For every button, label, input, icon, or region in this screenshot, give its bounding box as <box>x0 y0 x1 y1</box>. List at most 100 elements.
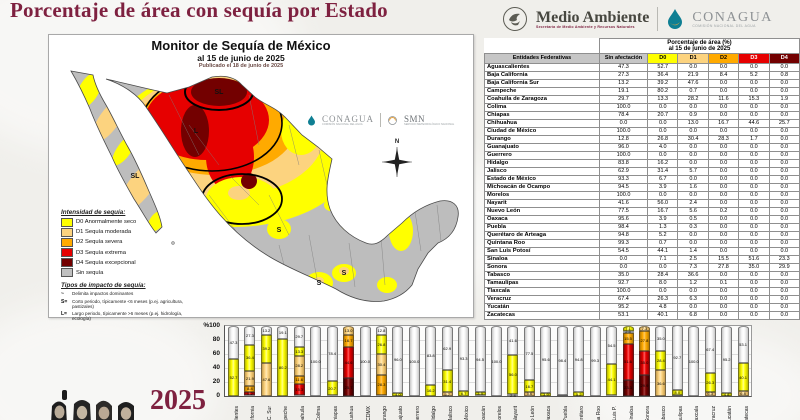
x-category-text: Tabasco <box>661 406 668 420</box>
table-cell: 5.6 <box>677 207 709 216</box>
bar-segment-sin <box>589 326 601 396</box>
x-category-label: Morelos <box>490 397 503 420</box>
table-cell: 0.0 <box>707 239 740 248</box>
table-cell: Tamaulipas <box>484 279 600 288</box>
bar-value-label: 93.3 <box>459 356 468 362</box>
table-cell: 0.0 <box>768 223 800 232</box>
bar-value-label: 3.9 <box>477 391 483 396</box>
table-cell: 29.9 <box>768 263 800 272</box>
x-category-text: Sinaloa <box>628 406 635 420</box>
table-cell: 26.8 <box>647 135 679 144</box>
table-cell: 0.0 <box>738 175 770 184</box>
table-cell: 0.0 <box>738 167 770 176</box>
table-cell: 0.0 <box>707 223 740 232</box>
table-cell: 0.0 <box>768 87 800 96</box>
table-row: Tabasco 35.0 28.4 36.6 0.0 0.0 0.0 <box>484 271 800 280</box>
table-cell: 15.3 <box>738 95 770 104</box>
table-row: Tamaulipas 92.7 8.0 1.2 0.1 0.0 0.0 <box>484 279 800 288</box>
table-cell: 3.9 <box>647 215 679 224</box>
bar-segment-sin <box>606 326 618 365</box>
bar-segment-d0 <box>277 339 289 396</box>
face-silhouette <box>96 400 112 420</box>
x-category-label: Hidalgo <box>424 397 437 420</box>
page-title: Porcentaje de área con sequía por Estado <box>10 0 388 22</box>
table-cell: Baja California <box>484 71 600 80</box>
legend-swatch <box>61 228 73 237</box>
medio-ambiente-logo: Medio Ambiente Secretaría de Medio Ambie… <box>536 9 649 29</box>
legend-item: D4 Sequía excepcional <box>61 258 185 267</box>
table-cell: 2.5 <box>677 255 709 264</box>
table-cell: Sonora <box>484 263 600 272</box>
table-cell: 8.4 <box>707 71 740 80</box>
table-cell: 0.0 <box>768 247 800 256</box>
table-cell: 30.4 <box>677 135 709 144</box>
bar-value-label: 53.1 <box>739 342 747 348</box>
table-cell: Chihuahua <box>484 119 600 128</box>
table-cell: 0.0 <box>768 239 800 248</box>
bar-segment-d1 <box>375 353 387 375</box>
table-cell: 0.0 <box>738 111 770 120</box>
table-cell: 56.0 <box>647 199 679 208</box>
bar-value-label: 28.4 <box>656 357 665 363</box>
bar-value-label: 78.4 <box>328 350 337 356</box>
bar-value-label: 56.0 <box>509 372 517 378</box>
bar-value-label: 27.3 <box>246 333 254 339</box>
table-cell: 36.6 <box>677 271 709 280</box>
bar-value-label: 5.6 <box>526 391 533 397</box>
table-cell: 0.0 <box>677 151 709 160</box>
table-cell: 0.0 <box>677 143 709 152</box>
table-cell: 0.0 <box>598 119 649 128</box>
x-category-text: Colima <box>316 406 323 420</box>
bar-value-label: 16.2 <box>426 387 435 393</box>
table-cell: 16.7 <box>707 119 740 128</box>
table-cell: 23.3 <box>768 255 800 264</box>
table-cell: 35.0 <box>738 263 770 272</box>
x-category-label: Oaxaca <box>539 397 552 420</box>
column-header: Sin afectación <box>598 53 649 64</box>
table-cell: 0.0 <box>768 167 800 176</box>
table-merged-header: Porcentaje de área (%) al 15 de junio de… <box>598 38 800 54</box>
table-cell: 0.0 <box>738 127 770 136</box>
table-row: Coahuila de Zaragoza 29.7 13.3 28.2 11.6 15.3… <box>484 95 800 104</box>
bar-value-label: 25.7 <box>344 384 353 390</box>
table-cell: 0.0 <box>707 191 740 200</box>
stacked-bar: 23.3 51.6 15.5 2.5 7.1 <box>622 326 634 396</box>
bar-segment-sin <box>260 326 272 336</box>
x-category-label: Tabasco <box>654 397 667 420</box>
bar-value-label: 100.0 <box>491 358 502 364</box>
drought-bar-chart: %100 80 60 40 20 0 52.7 47.3 5.2 8.4 21.9 36.4 27.3… <box>196 319 756 420</box>
table-cell: 41.6 <box>598 199 649 208</box>
x-category-text: Chihuahua <box>349 406 356 420</box>
table-cell: 0.0 <box>707 159 740 168</box>
table-cell: 0.0 <box>677 127 709 136</box>
table-cell: Tlaxcala <box>484 287 600 296</box>
table-cell: 15.5 <box>707 255 740 264</box>
bar-value-label: 8.0 <box>674 389 681 395</box>
gridline <box>225 382 751 383</box>
table-cell: 44.6 <box>738 119 770 128</box>
x-category-text: Hidalgo <box>431 406 438 420</box>
table-cell: 0.0 <box>707 103 740 112</box>
table-cell: 1.3 <box>647 223 679 232</box>
bar-segment-d1 <box>638 326 650 332</box>
table-cell: 95.2 <box>598 303 649 312</box>
x-category-text: Tamaulipas <box>677 406 684 420</box>
table-cell: 0.0 <box>647 263 679 272</box>
x-category-label: Nuevo León <box>523 397 536 420</box>
bar-value-label: 80.2 <box>278 364 287 370</box>
table-row: Campeche 19.1 80.2 0.7 0.0 0.0 0.0 <box>484 87 800 96</box>
x-category-text: Michoacán <box>480 406 487 420</box>
table-cell: 8.0 <box>647 279 679 288</box>
impact-text: Delimita impactos dominantes <box>72 290 134 296</box>
table-cell: 0.0 <box>738 295 770 304</box>
table-cell: 94.8 <box>598 231 649 240</box>
bar-segment-sin <box>228 326 239 360</box>
table-cell: 78.4 <box>598 111 649 120</box>
table-cell: 0.0 <box>738 63 770 72</box>
map-impact-label: SL <box>131 173 141 180</box>
bar-value-label: 100.0 <box>409 358 420 364</box>
table-row: Michoacán de Ocampo 94.5 3.9 1.6 0.0 0.0 0.0 <box>484 183 800 192</box>
stacked-bar: 16.2 83.8 <box>425 326 437 396</box>
bar-segment-sin <box>507 326 519 356</box>
bar-value-label: 35.0 <box>640 360 649 366</box>
